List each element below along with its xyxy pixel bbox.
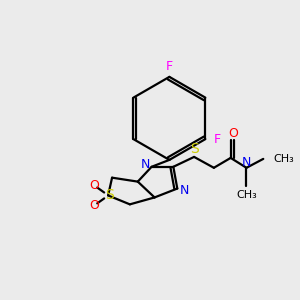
Text: F: F bbox=[214, 133, 221, 146]
Text: N: N bbox=[141, 158, 150, 171]
Text: S: S bbox=[190, 142, 199, 156]
Text: N: N bbox=[242, 156, 251, 169]
Text: CH₃: CH₃ bbox=[236, 190, 257, 200]
Text: CH₃: CH₃ bbox=[273, 154, 294, 164]
Text: O: O bbox=[89, 179, 99, 192]
Text: O: O bbox=[229, 127, 238, 140]
Text: S: S bbox=[105, 188, 113, 203]
Text: F: F bbox=[166, 61, 173, 74]
Text: O: O bbox=[89, 199, 99, 212]
Text: N: N bbox=[179, 184, 189, 197]
